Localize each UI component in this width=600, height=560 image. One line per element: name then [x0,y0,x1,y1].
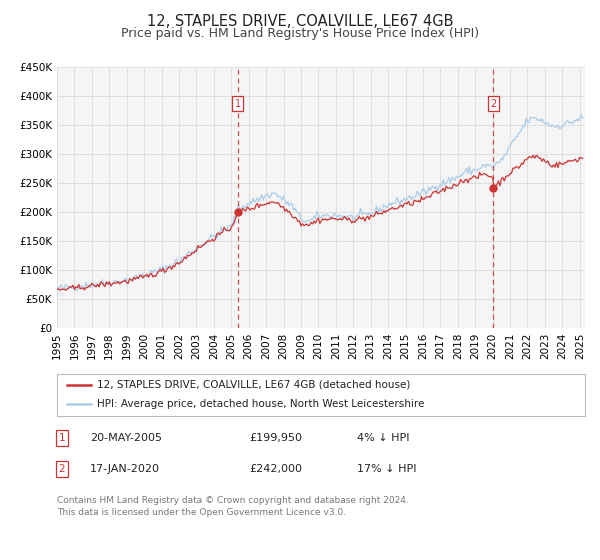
Text: 2: 2 [490,99,496,109]
Text: £242,000: £242,000 [249,464,302,474]
Text: 12, STAPLES DRIVE, COALVILLE, LE67 4GB: 12, STAPLES DRIVE, COALVILLE, LE67 4GB [147,14,453,29]
Text: 4% ↓ HPI: 4% ↓ HPI [357,433,409,443]
Text: 2: 2 [58,464,65,474]
Text: Contains HM Land Registry data © Crown copyright and database right 2024.
This d: Contains HM Land Registry data © Crown c… [57,496,409,517]
Text: 12, STAPLES DRIVE, COALVILLE, LE67 4GB (detached house): 12, STAPLES DRIVE, COALVILLE, LE67 4GB (… [97,380,410,390]
Text: £199,950: £199,950 [249,433,302,443]
Text: 17-JAN-2020: 17-JAN-2020 [90,464,160,474]
Text: 17% ↓ HPI: 17% ↓ HPI [357,464,416,474]
Text: 20-MAY-2005: 20-MAY-2005 [90,433,162,443]
Text: 1: 1 [235,99,241,109]
Text: Price paid vs. HM Land Registry's House Price Index (HPI): Price paid vs. HM Land Registry's House … [121,27,479,40]
Text: 1: 1 [58,433,65,443]
Text: HPI: Average price, detached house, North West Leicestershire: HPI: Average price, detached house, Nort… [97,399,424,409]
